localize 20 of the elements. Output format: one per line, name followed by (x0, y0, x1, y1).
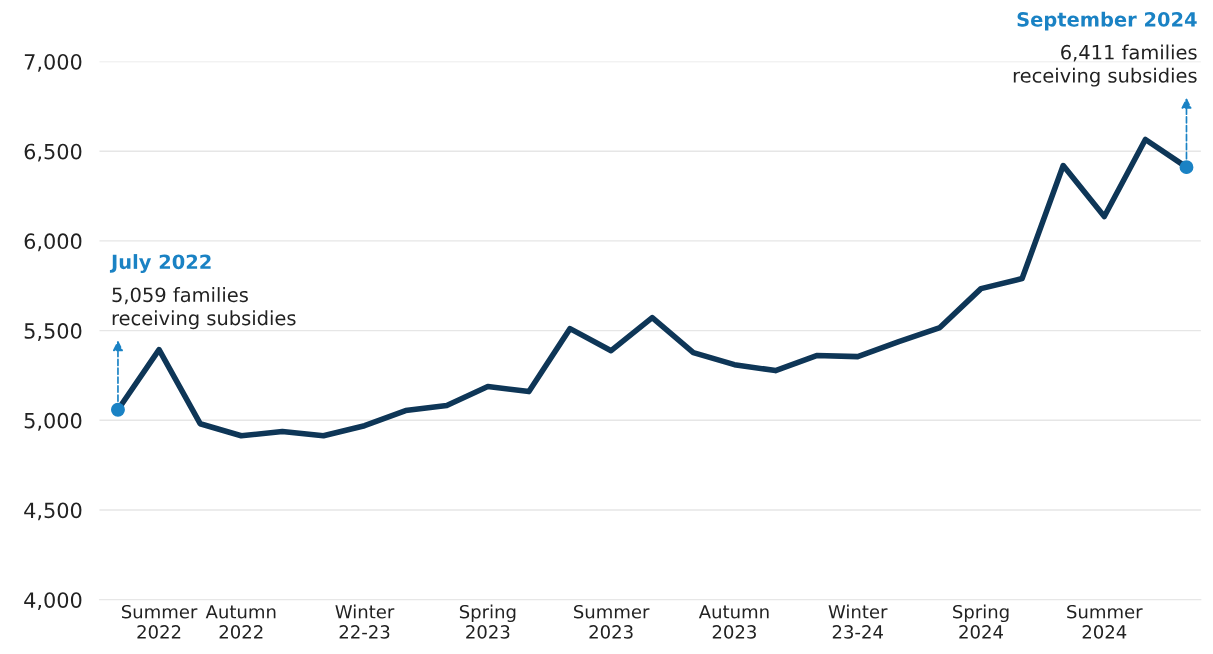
annotation: 6,411 families receiving subsidies (1013, 44, 1197, 87)
x-tick-label: Winter 22-23 (335, 604, 395, 639)
x-tick-label: Winter 23-24 (828, 604, 888, 639)
y-tick-label: 5,000 (24, 412, 82, 431)
y-tick-label: 4,500 (24, 502, 82, 521)
y-tick-label: 4,000 (24, 592, 82, 611)
x-tick-label: Spring 2023 (459, 604, 516, 639)
text: September 2024 (1017, 11, 1197, 31)
x-tick-label: Summer 2024 (1067, 604, 1143, 639)
x-tick-label: Autumn 2022 (205, 605, 276, 639)
annotation: 5,059 families receiving subsidies (112, 287, 296, 330)
x-tick-label: Spring 2024 (953, 604, 1009, 639)
y-tick-label: 6,000 (24, 233, 82, 252)
y-tick-label: 5,500 (24, 323, 82, 341)
y-tick-label: 7,000 (24, 53, 82, 72)
x-tick-label: Summer 2023 (574, 604, 650, 639)
x-tick-label: Summer 2022 (121, 604, 198, 639)
annotation: July 2022 (109, 254, 211, 274)
x-tick-label: Autumn 2023 (698, 605, 769, 639)
y-tick-label: 6,500 (24, 143, 82, 162)
